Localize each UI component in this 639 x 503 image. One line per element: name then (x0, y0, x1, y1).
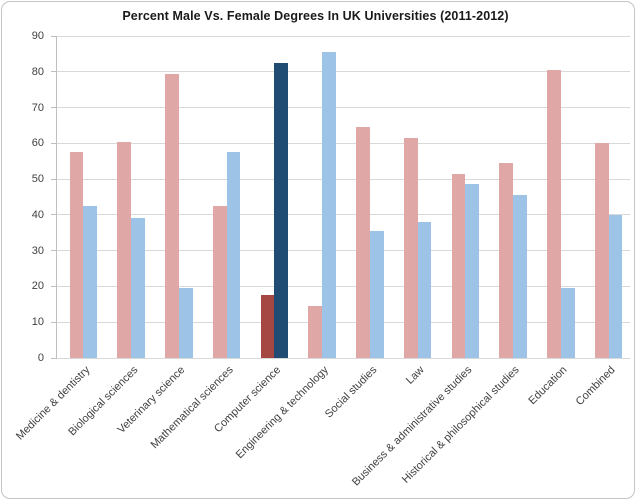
y-axis-tick-mark (51, 71, 56, 73)
bar-female (117, 141, 132, 358)
y-gridline (57, 357, 630, 359)
bar-female (260, 295, 275, 358)
bar-female (594, 143, 609, 358)
y-gridline (57, 71, 630, 73)
y-gridline (57, 321, 630, 323)
bar-female (451, 173, 466, 358)
bar-female (212, 205, 227, 358)
bar-male (322, 52, 336, 358)
y-axis-tick-mark (51, 178, 56, 180)
bar-female (165, 73, 179, 358)
bar-male (513, 195, 527, 358)
bar-male (178, 288, 193, 358)
bar-male (226, 152, 241, 358)
bar-female (356, 127, 370, 358)
y-axis-line (56, 36, 57, 359)
y-gridline (57, 178, 630, 180)
x-axis-category-label: Education (526, 364, 570, 408)
bar-female (547, 69, 561, 358)
y-gridline (57, 142, 630, 144)
bar-male (465, 184, 480, 358)
chart-title: Percent Male Vs. Female Degrees In UK Un… (122, 9, 509, 23)
y-axis-tick-mark (51, 142, 56, 144)
x-axis-category-label: Mathematical sciences (148, 364, 236, 452)
y-axis-tick-label: 60 (31, 137, 44, 150)
bar-male (369, 230, 384, 358)
y-axis-tick-label: 10 (31, 316, 44, 329)
y-axis-tick-label: 0 (37, 352, 44, 364)
bar-male (417, 222, 432, 358)
bar-female (69, 152, 84, 358)
bar-male (83, 205, 98, 358)
y-gridline (57, 214, 630, 216)
y-gridline (57, 285, 630, 287)
x-axis-category-label: Law (403, 364, 427, 387)
y-axis-tick-mark (51, 321, 56, 323)
bar-male (131, 218, 145, 358)
y-gridline (57, 35, 630, 37)
y-axis-tick-mark (51, 107, 56, 109)
bar-female (403, 137, 418, 358)
x-axis-category-label: Combined (573, 364, 618, 408)
y-axis-tick-mark (51, 285, 56, 287)
y-axis-tick-label: 20 (31, 280, 44, 293)
y-axis-tick-mark (51, 357, 56, 359)
y-axis-tick-mark (51, 214, 56, 216)
bar-male (608, 214, 623, 358)
y-axis-tick-mark (51, 250, 56, 252)
x-axis-category-label: Engineering & technology (233, 364, 332, 462)
y-axis-tick-mark (51, 35, 56, 37)
y-axis-tick-label: 30 (31, 244, 44, 257)
bar-male (560, 288, 575, 358)
bar-female (308, 306, 323, 358)
bar-male (274, 62, 289, 358)
y-axis-tick-label: 90 (31, 30, 44, 42)
y-gridline (57, 250, 630, 252)
y-gridline (57, 107, 630, 109)
y-axis-tick-label: 50 (31, 173, 44, 186)
y-axis-tick-label: 80 (31, 65, 44, 78)
bar-female (499, 163, 514, 358)
y-axis-tick-label: 70 (31, 101, 44, 114)
y-axis-tick-label: 40 (31, 208, 44, 221)
